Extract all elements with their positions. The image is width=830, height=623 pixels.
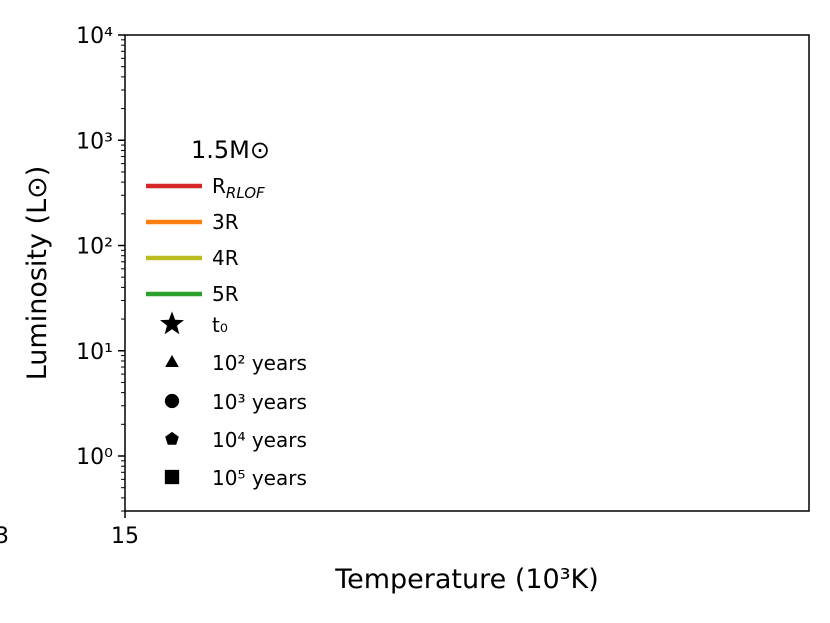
legend-marker-label-1e2: 10² years (212, 351, 307, 375)
y-tick-label: 10³ (76, 129, 113, 154)
legend: 1.5M⊙ RRLOF 3R 4R 5R t₀ 10² years 10³ years 10⁴… (146, 136, 307, 490)
legend-marker-label-1e5: 10⁵ years (212, 466, 307, 490)
y-axis-label: Luminosity (L⊙) (22, 166, 53, 381)
x-axis-label: Temperature (10³K) (334, 564, 599, 595)
legend-marker-label-t0: t₀ (212, 313, 228, 337)
legend-marker-1e5 (164, 469, 180, 485)
y-tick-label: 10⁴ (76, 24, 113, 49)
legend-marker-label-1e3: 10³ years (212, 390, 307, 414)
legend-marker-1e4 (165, 431, 179, 445)
legend-label-4: 5R (212, 282, 239, 306)
legend-marker-label-1e4: 10⁴ years (212, 428, 307, 452)
x-axis-ticks: 151311109876 (0, 511, 139, 549)
x-tick-label: 15 (111, 524, 139, 549)
x-tick-label: 13 (0, 524, 9, 549)
legend-label-1: RRLOF (212, 174, 265, 202)
plot-frame (124, 34, 810, 512)
legend-label-2: 3R (212, 210, 239, 234)
legend-marker-1e3 (164, 393, 180, 409)
y-tick-label: 10² (76, 235, 113, 260)
y-tick-label: 10¹ (76, 340, 113, 365)
legend-label-3: 4R (212, 246, 239, 270)
y-tick-label: 10⁰ (76, 445, 113, 470)
legend-title: 1.5M⊙ (191, 136, 270, 164)
legend-marker-t0 (160, 311, 184, 335)
y-axis-ticks: 10⁰ 10¹ 10² 10³ 10⁴ (76, 24, 125, 512)
legend-marker-1e2 (165, 354, 179, 368)
